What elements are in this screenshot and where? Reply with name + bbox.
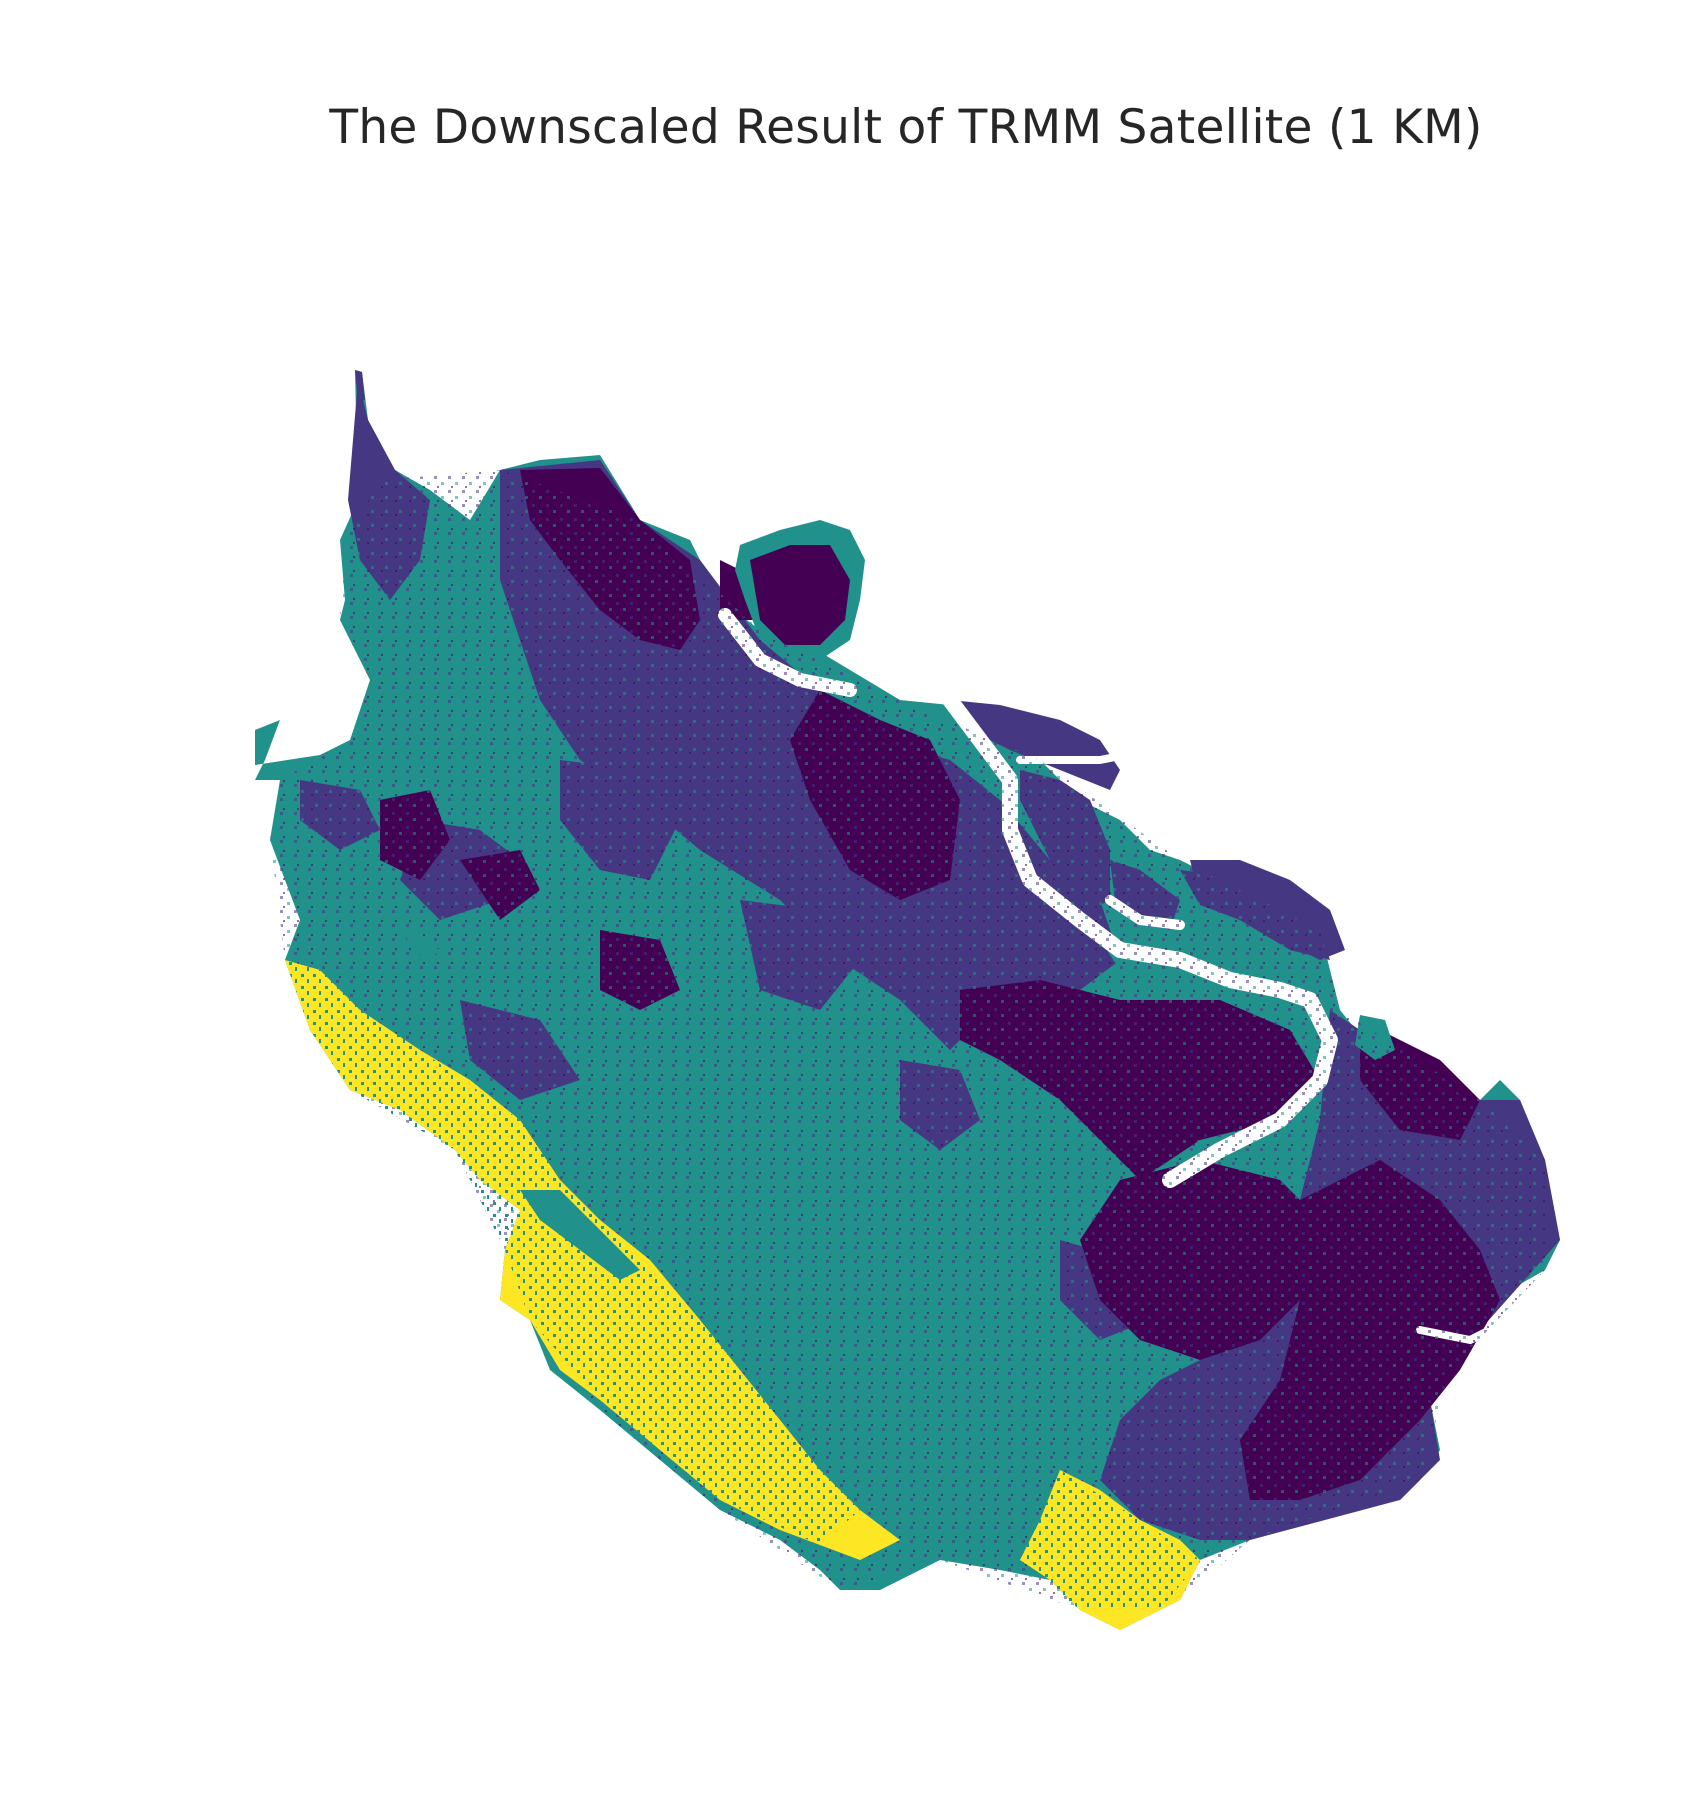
map-title: The Downscaled Result of TRMM Satellite … bbox=[329, 100, 1483, 155]
texture bbox=[270, 470, 1545, 1610]
class-4-areas bbox=[285, 930, 1200, 1630]
north-tip bbox=[355, 370, 365, 402]
island-north bbox=[735, 520, 865, 660]
